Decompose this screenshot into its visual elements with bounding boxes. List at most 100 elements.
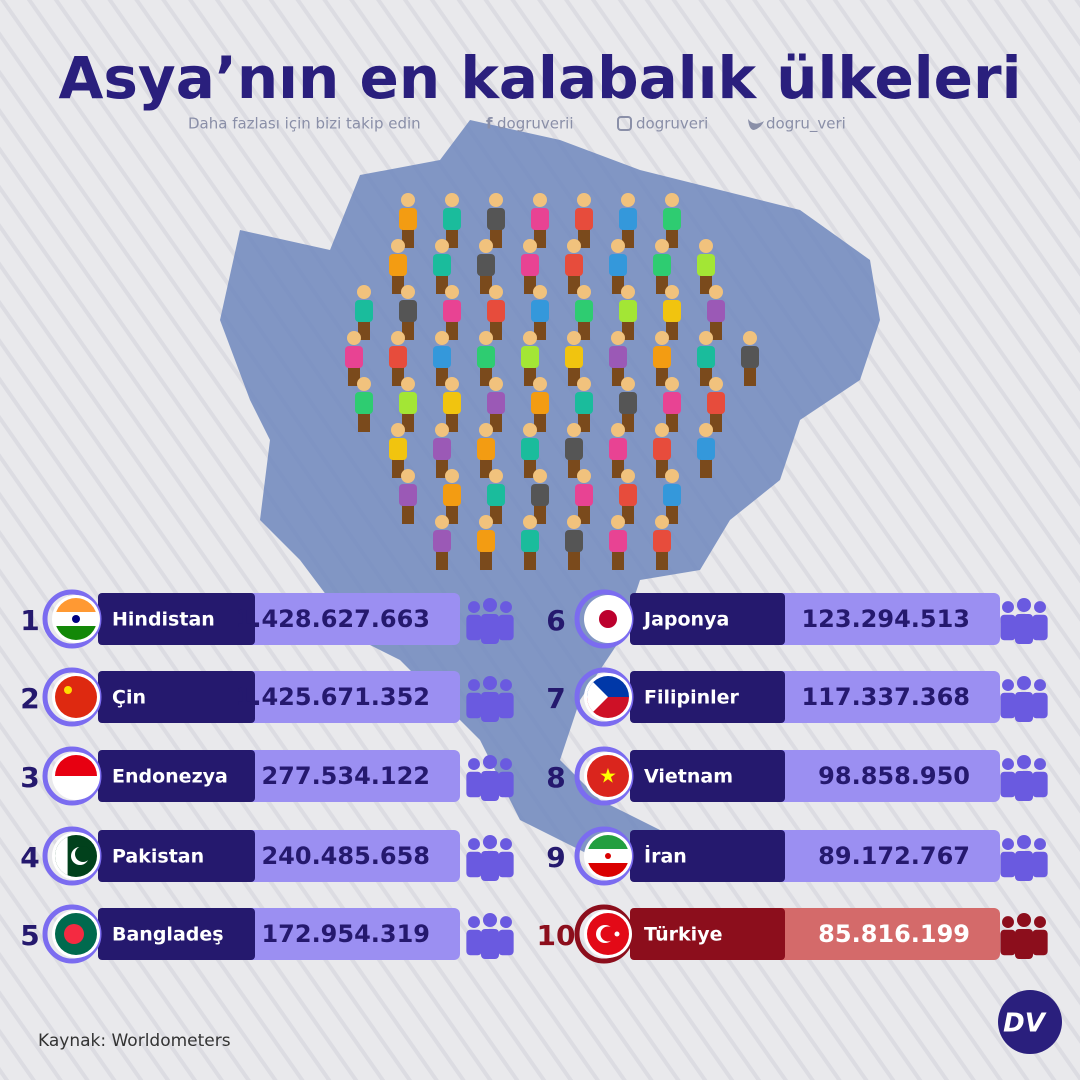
- population: 172.954.319: [261, 920, 430, 948]
- name-band: [630, 908, 785, 960]
- logo-badge: [998, 990, 1062, 1054]
- people-icon-head: [1002, 916, 1014, 929]
- person-legs: [534, 318, 546, 340]
- population: 117.337.368: [801, 683, 970, 711]
- people-icon-body: [1015, 614, 1033, 644]
- country-name: Endonezya: [112, 766, 228, 788]
- value-band: [765, 830, 1000, 882]
- person-head: [533, 285, 547, 299]
- person-head: [709, 285, 723, 299]
- people-icon-body: [1032, 692, 1048, 719]
- person-body: [355, 300, 373, 322]
- rank: 5: [20, 919, 39, 952]
- people-icon-head: [1002, 838, 1014, 851]
- person-legs: [392, 456, 404, 478]
- people-icon-head: [1017, 755, 1031, 769]
- people-icon-body: [498, 614, 514, 641]
- people-icon-head: [1034, 601, 1046, 614]
- person-body: [399, 208, 417, 230]
- country-row: 6 Japonya 123.294.513: [546, 589, 1048, 649]
- instagram-handle: dogruveri: [636, 115, 708, 133]
- people-icon-head: [1034, 679, 1046, 692]
- flag: [55, 598, 97, 640]
- person-body: [663, 208, 681, 230]
- person-body: [389, 254, 407, 276]
- person-legs: [402, 502, 414, 524]
- person-head: [611, 239, 625, 253]
- person-head: [435, 515, 449, 529]
- people-icon-head: [500, 679, 512, 692]
- person-head: [621, 469, 635, 483]
- people-icon-head: [1034, 838, 1046, 851]
- person-legs: [446, 226, 458, 248]
- person-head: [523, 331, 537, 345]
- country-row: 7 Filipinler 117.337.368: [546, 667, 1048, 727]
- person-legs: [666, 318, 678, 340]
- country-row: 1 Hindistan 1.428.627.663: [20, 589, 514, 649]
- people-icon-head: [468, 601, 480, 614]
- rank: 2: [20, 682, 39, 715]
- value-band: [235, 593, 460, 645]
- country-name: Türkiye: [644, 924, 722, 946]
- person-body: [565, 254, 583, 276]
- people-icon-body: [1032, 851, 1048, 878]
- person-head: [655, 423, 669, 437]
- people-icon-body: [1000, 851, 1016, 878]
- person-legs: [666, 226, 678, 248]
- people-icon-head: [1017, 676, 1031, 690]
- person-body: [565, 438, 583, 460]
- people-icon-head: [500, 916, 512, 929]
- name-band: [630, 830, 785, 882]
- person-body: [575, 300, 593, 322]
- person-body: [399, 484, 417, 506]
- person-head: [665, 469, 679, 483]
- person-legs: [568, 456, 580, 478]
- person-legs: [446, 318, 458, 340]
- person-body: [521, 346, 539, 368]
- person-body: [575, 208, 593, 230]
- person-body: [477, 254, 495, 276]
- people-icon-body: [1032, 771, 1048, 798]
- person-head: [357, 377, 371, 391]
- person-legs: [348, 364, 360, 386]
- person-body: [619, 484, 637, 506]
- person-body: [521, 530, 539, 552]
- people-icon-body: [498, 929, 514, 956]
- flag-part: [75, 846, 91, 862]
- population: 240.485.658: [261, 842, 430, 870]
- people-icon-body: [1015, 692, 1033, 722]
- people-icon-head: [1017, 598, 1031, 612]
- people-icon-head: [468, 758, 480, 771]
- person-legs: [358, 410, 370, 432]
- person-body: [663, 300, 681, 322]
- people-icon-head: [1017, 835, 1031, 849]
- person-body: [443, 392, 461, 414]
- person-head: [435, 331, 449, 345]
- person-body: [345, 346, 363, 368]
- facebook-handle: dogruverii: [497, 115, 574, 133]
- person-body: [609, 254, 627, 276]
- person-head: [665, 285, 679, 299]
- people-icon-body: [1000, 692, 1016, 719]
- person-body: [399, 300, 417, 322]
- people-icon-head: [483, 598, 497, 612]
- people-icon-head: [483, 913, 497, 927]
- person-legs: [392, 272, 404, 294]
- person-legs: [578, 226, 590, 248]
- people-icon-body: [481, 771, 499, 801]
- flag: [55, 676, 97, 718]
- person-legs: [446, 502, 458, 524]
- flag-part: [587, 676, 608, 718]
- person-legs: [568, 272, 580, 294]
- follow-text: Daha fazlası için bizi takip edin: [188, 115, 421, 133]
- person-head: [611, 515, 625, 529]
- person-body: [575, 392, 593, 414]
- name-band: [98, 671, 255, 723]
- person-body: [487, 392, 505, 414]
- people-icon-head: [483, 755, 497, 769]
- people-icon-body: [1000, 771, 1016, 798]
- person-legs: [612, 456, 624, 478]
- person-legs: [622, 318, 634, 340]
- person-legs: [534, 502, 546, 524]
- person-body: [619, 392, 637, 414]
